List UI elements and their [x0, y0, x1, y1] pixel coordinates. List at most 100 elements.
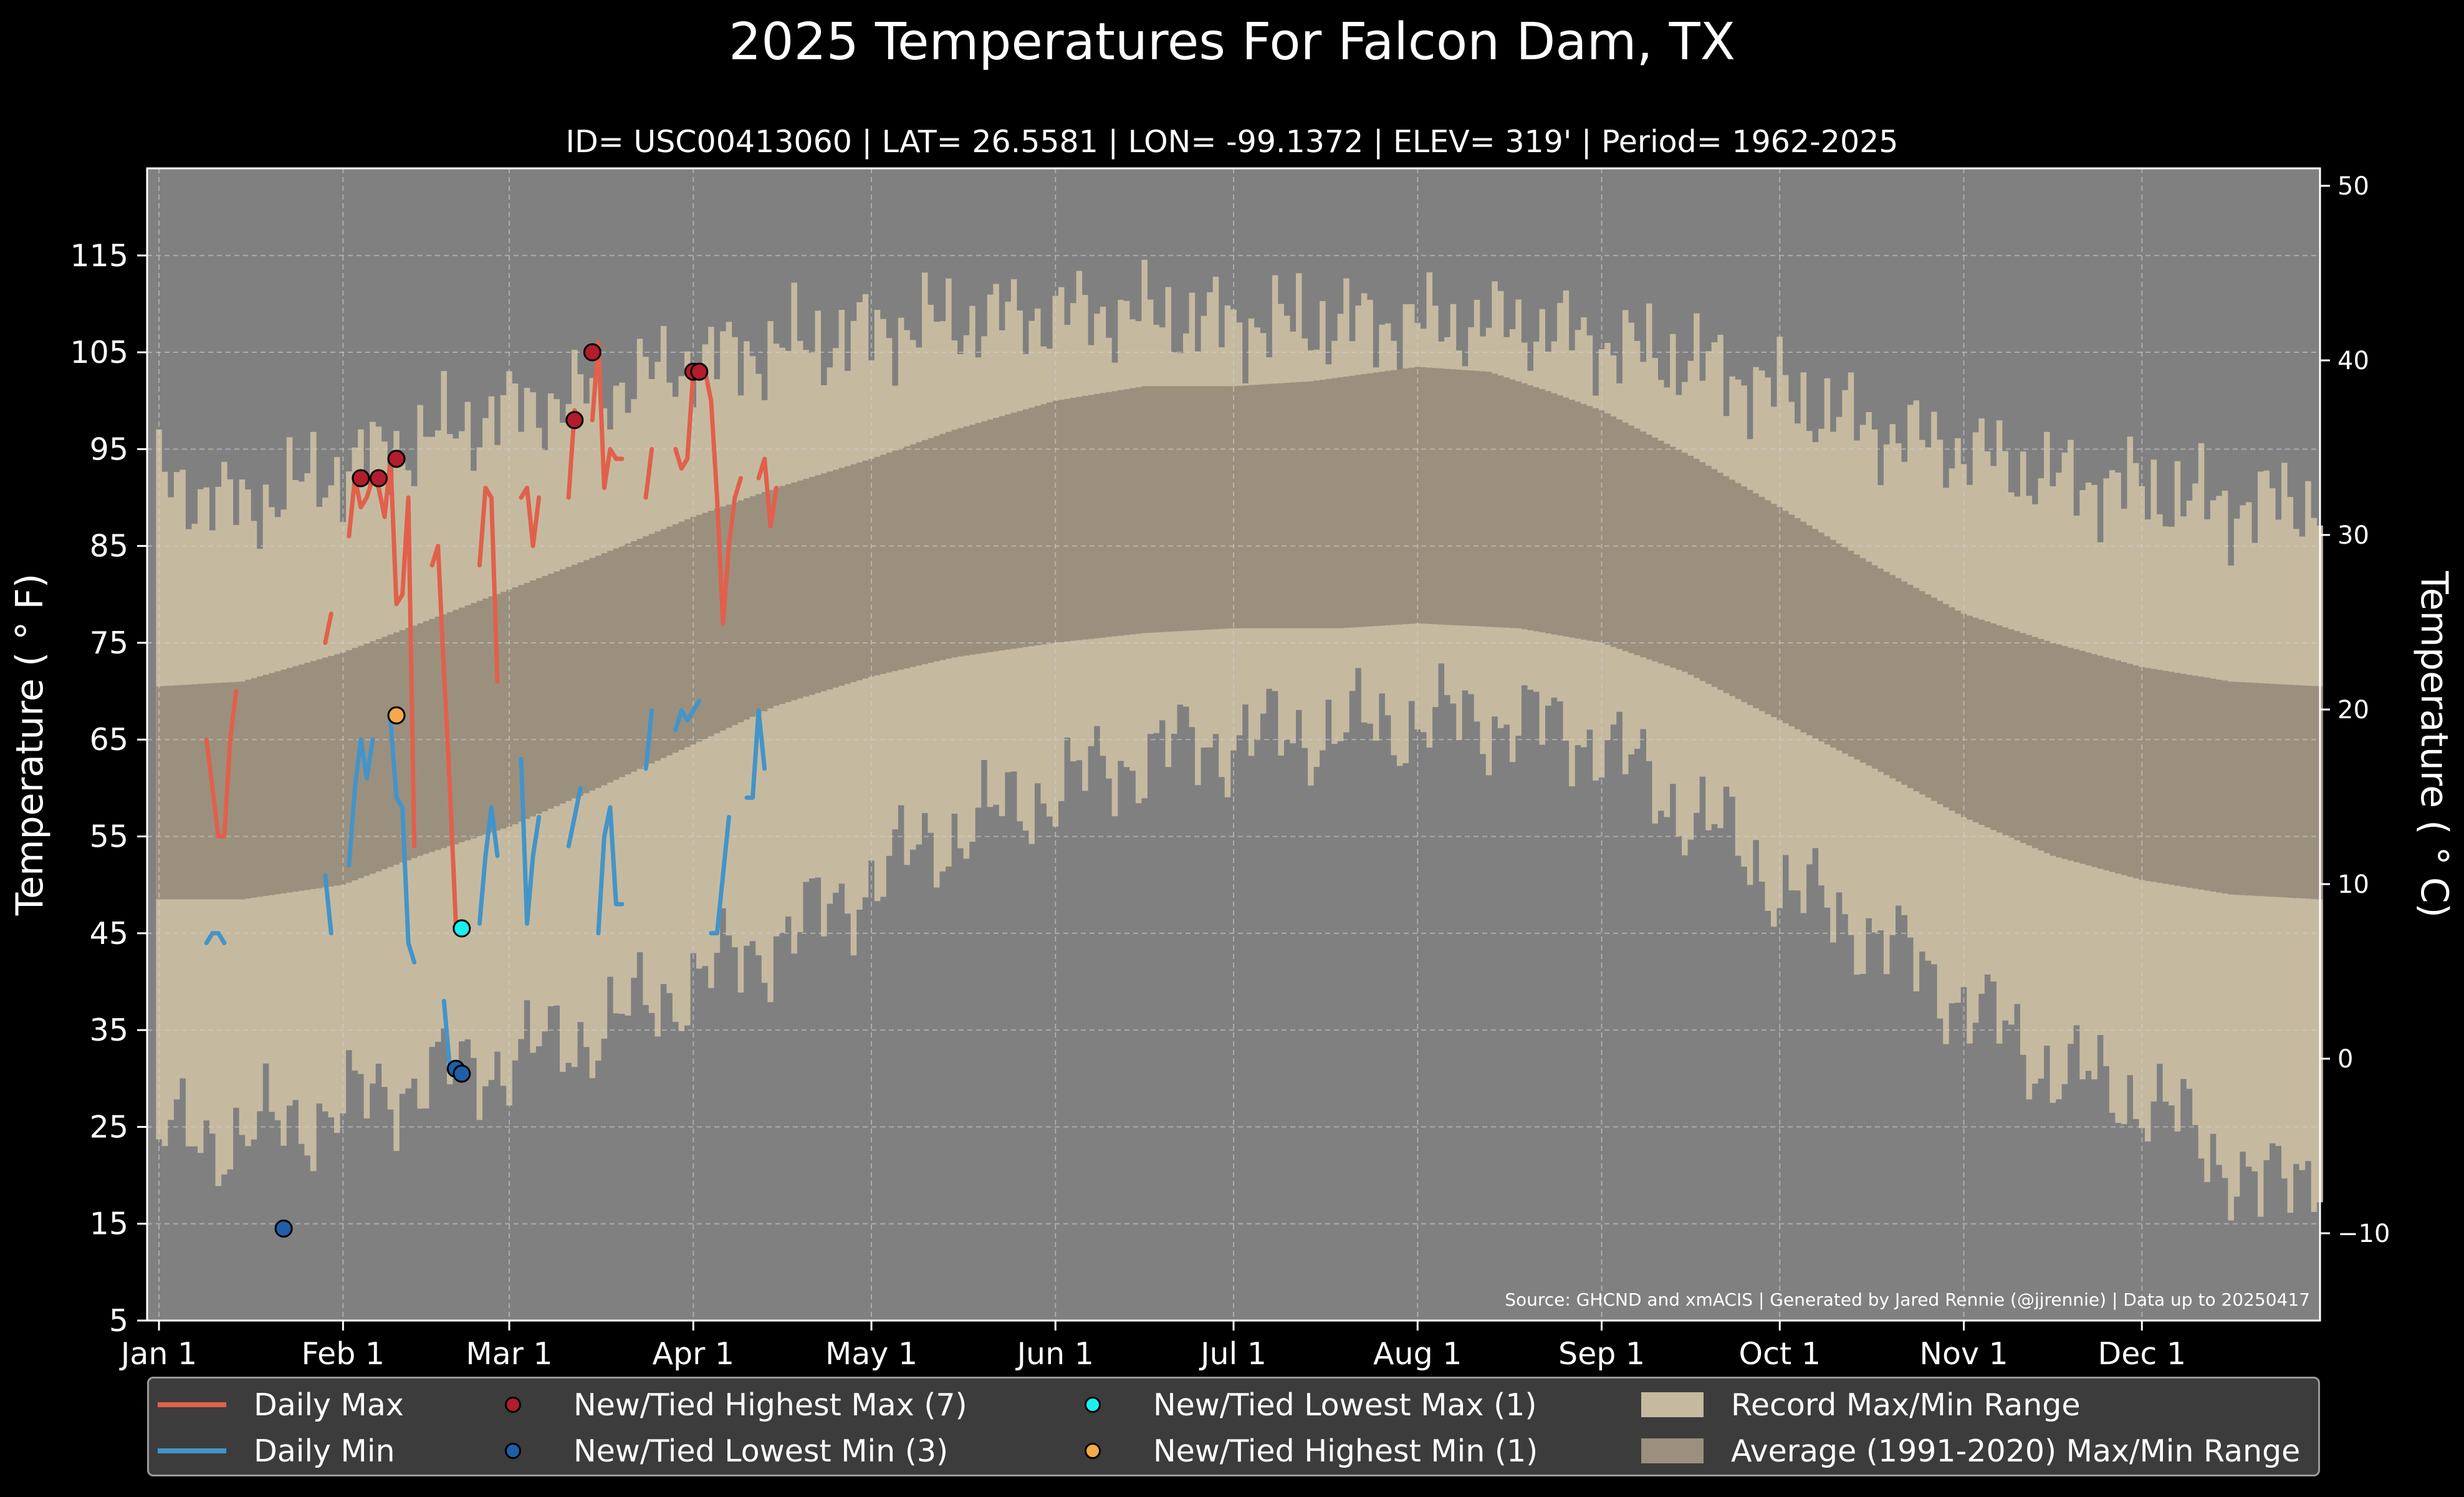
- y-tick-label: 85: [90, 529, 128, 564]
- legend-item-lowest-min: New/Tied Lowest Min (3): [477, 1431, 948, 1471]
- y-tick-label: 75: [90, 625, 128, 661]
- series-line-daily-min: [744, 708, 767, 800]
- series-line-daily-max: [673, 369, 743, 626]
- series-line-daily-max: [347, 456, 417, 849]
- x-tick-label: Jun 1: [1015, 1336, 1094, 1372]
- legend-label-highest-max: New/Tied Highest Max (7): [573, 1387, 967, 1423]
- y-tick-label: 15: [90, 1206, 128, 1242]
- y-axis-label-left: Temperature ( ° F): [8, 574, 52, 917]
- series-line-daily-max: [519, 486, 542, 549]
- source-note: Source: GHCND and xmACIS | Generated by …: [1505, 1289, 2310, 1310]
- y-tick-label: 105: [70, 335, 128, 370]
- x-tick-label: Jan 1: [119, 1336, 197, 1372]
- legend-item-highest-min: New/Tied Highest Min (1): [1057, 1431, 1538, 1471]
- legend-item-record-range: Record Max/Min Range: [1641, 1385, 2081, 1425]
- y-tick-label: 35: [90, 1013, 128, 1048]
- legend-label-lowest-min: New/Tied Lowest Min (3): [573, 1433, 949, 1469]
- marker-b21c2c: [565, 411, 584, 430]
- y-axis-label-right: Temperature ( ° C): [2412, 570, 2456, 918]
- marker-f7a84a: [387, 706, 406, 724]
- y2-tick-label: 20: [2337, 696, 2369, 724]
- temperature-chart: 5 15 25 35 45 55 65 75 85 95 105 115 −10 0 10 20 30 40 50…: [8, 167, 2456, 1372]
- average-range-band: [156, 367, 2323, 900]
- x-tick-label: Mar 1: [466, 1336, 552, 1372]
- series-line-daily-min: [347, 737, 375, 868]
- y2-tick-label: 50: [2337, 172, 2369, 201]
- legend-item-highest-max: New/Tied Highest Max (7): [477, 1385, 967, 1425]
- y-tick-label: 55: [90, 819, 128, 855]
- series-line-daily-min: [388, 718, 417, 965]
- legend-item-lowest-max: New/Tied Lowest Max (1): [1057, 1385, 1537, 1425]
- legend-label-lowest-max: New/Tied Lowest Max (1): [1153, 1387, 1537, 1423]
- legend-swatch-lowest-max: [1085, 1397, 1101, 1413]
- series-line-daily-min: [566, 786, 583, 849]
- series-line-daily-min: [519, 756, 542, 926]
- legend-swatch-daily-max: [158, 1402, 226, 1407]
- marker-b21c2c: [387, 450, 406, 468]
- legend-item-daily-max: Daily Max: [158, 1385, 404, 1425]
- series-line-daily-min: [204, 931, 227, 945]
- series-line-daily-max: [756, 456, 779, 529]
- series-line-daily-max: [477, 486, 500, 684]
- legend-swatch-highest-max: [505, 1397, 521, 1413]
- series-line-daily-max: [204, 689, 239, 839]
- record-range-band: [156, 259, 2323, 1221]
- marker-18f0f0: [453, 919, 471, 938]
- marker-b21c2c: [583, 343, 602, 362]
- legend-label-record-range: Record Max/Min Range: [1731, 1387, 2081, 1423]
- chart-subtitle: ID= USC00413060 | LAT= 26.5581 | LON= -9…: [565, 124, 1899, 160]
- series-line-daily-max: [643, 446, 654, 500]
- legend-swatch-average-range: [1641, 1438, 1704, 1463]
- x-tick-label: May 1: [825, 1336, 918, 1372]
- marker-b21c2c: [352, 469, 370, 488]
- x-tick-label: Nov 1: [1919, 1336, 2008, 1372]
- chart-title: 2025 Temperatures For Falcon Dam, TX: [729, 12, 1735, 72]
- y-tick-label: 45: [90, 916, 128, 951]
- legend-label-average-range: Average (1991-2020) Max/Min Range: [1731, 1433, 2301, 1469]
- series-line-daily-min: [673, 698, 702, 733]
- record-range-area: [156, 259, 2323, 1221]
- legend-swatch-lowest-min: [505, 1443, 521, 1459]
- record-markers: [274, 343, 709, 1238]
- y2-tick-label: 40: [2337, 347, 2369, 375]
- marker-1f5fa8: [453, 1064, 471, 1083]
- marker-b21c2c: [369, 469, 388, 488]
- x-tick-label: Apr 1: [652, 1336, 734, 1372]
- x-tick-label: Dec 1: [2097, 1336, 2186, 1372]
- legend-item-average-range: Average (1991-2020) Max/Min Range: [1641, 1431, 2300, 1471]
- y2-tick-label: 10: [2337, 870, 2369, 899]
- x-tick-label: Oct 1: [1739, 1336, 1821, 1372]
- legend-label-daily-max: Daily Max: [254, 1387, 404, 1423]
- x-tick-label: Jul 1: [1199, 1336, 1267, 1372]
- series-line-daily-min: [709, 815, 731, 936]
- x-tick-label: Sep 1: [1558, 1336, 1645, 1372]
- y2-tick-label: 0: [2337, 1045, 2353, 1074]
- series-line-daily-min: [323, 873, 333, 936]
- legend: Daily Max Daily Min New/Tied Highest Max…: [147, 1377, 2320, 1476]
- y-tick-label: 5: [109, 1303, 128, 1339]
- series-line-daily-min: [643, 708, 654, 771]
- average-range-area: [156, 367, 2323, 900]
- legend-item-daily-min: Daily Min: [158, 1431, 395, 1471]
- y-tick-label: 95: [90, 431, 128, 467]
- x-tick-label: Aug 1: [1373, 1336, 1462, 1372]
- y-tick-label: 115: [70, 238, 128, 274]
- y-axis-left-ticks: 5 15 25 35 45 55 65 75 85 95 105 115: [70, 238, 147, 1339]
- series-line-daily-min: [596, 805, 625, 936]
- x-axis-ticks: Jan 1 Feb 1 Mar 1 Apr 1 May 1 Jun 1 Jul 1 Aug 1…: [119, 1321, 2186, 1372]
- y2-tick-label: −10: [2337, 1220, 2390, 1248]
- y-axis-right-ticks: −10 0 10 20 30 40 50: [2320, 172, 2390, 1248]
- legend-label-highest-min: New/Tied Highest Min (1): [1153, 1433, 1538, 1469]
- y2-tick-label: 30: [2337, 521, 2369, 550]
- series-line-daily-max: [429, 544, 458, 926]
- grid-lines: [147, 168, 2320, 1321]
- series-line-daily-min: [477, 805, 500, 926]
- legend-swatch-highest-min: [1085, 1443, 1101, 1459]
- legend-swatch-record-range: [1641, 1392, 1704, 1417]
- daily-series: [204, 340, 779, 1081]
- series-line-daily-max: [323, 611, 333, 645]
- y-tick-label: 25: [90, 1109, 128, 1145]
- marker-b21c2c: [690, 362, 709, 381]
- y-tick-label: 65: [90, 722, 128, 758]
- legend-label-daily-min: Daily Min: [254, 1433, 395, 1469]
